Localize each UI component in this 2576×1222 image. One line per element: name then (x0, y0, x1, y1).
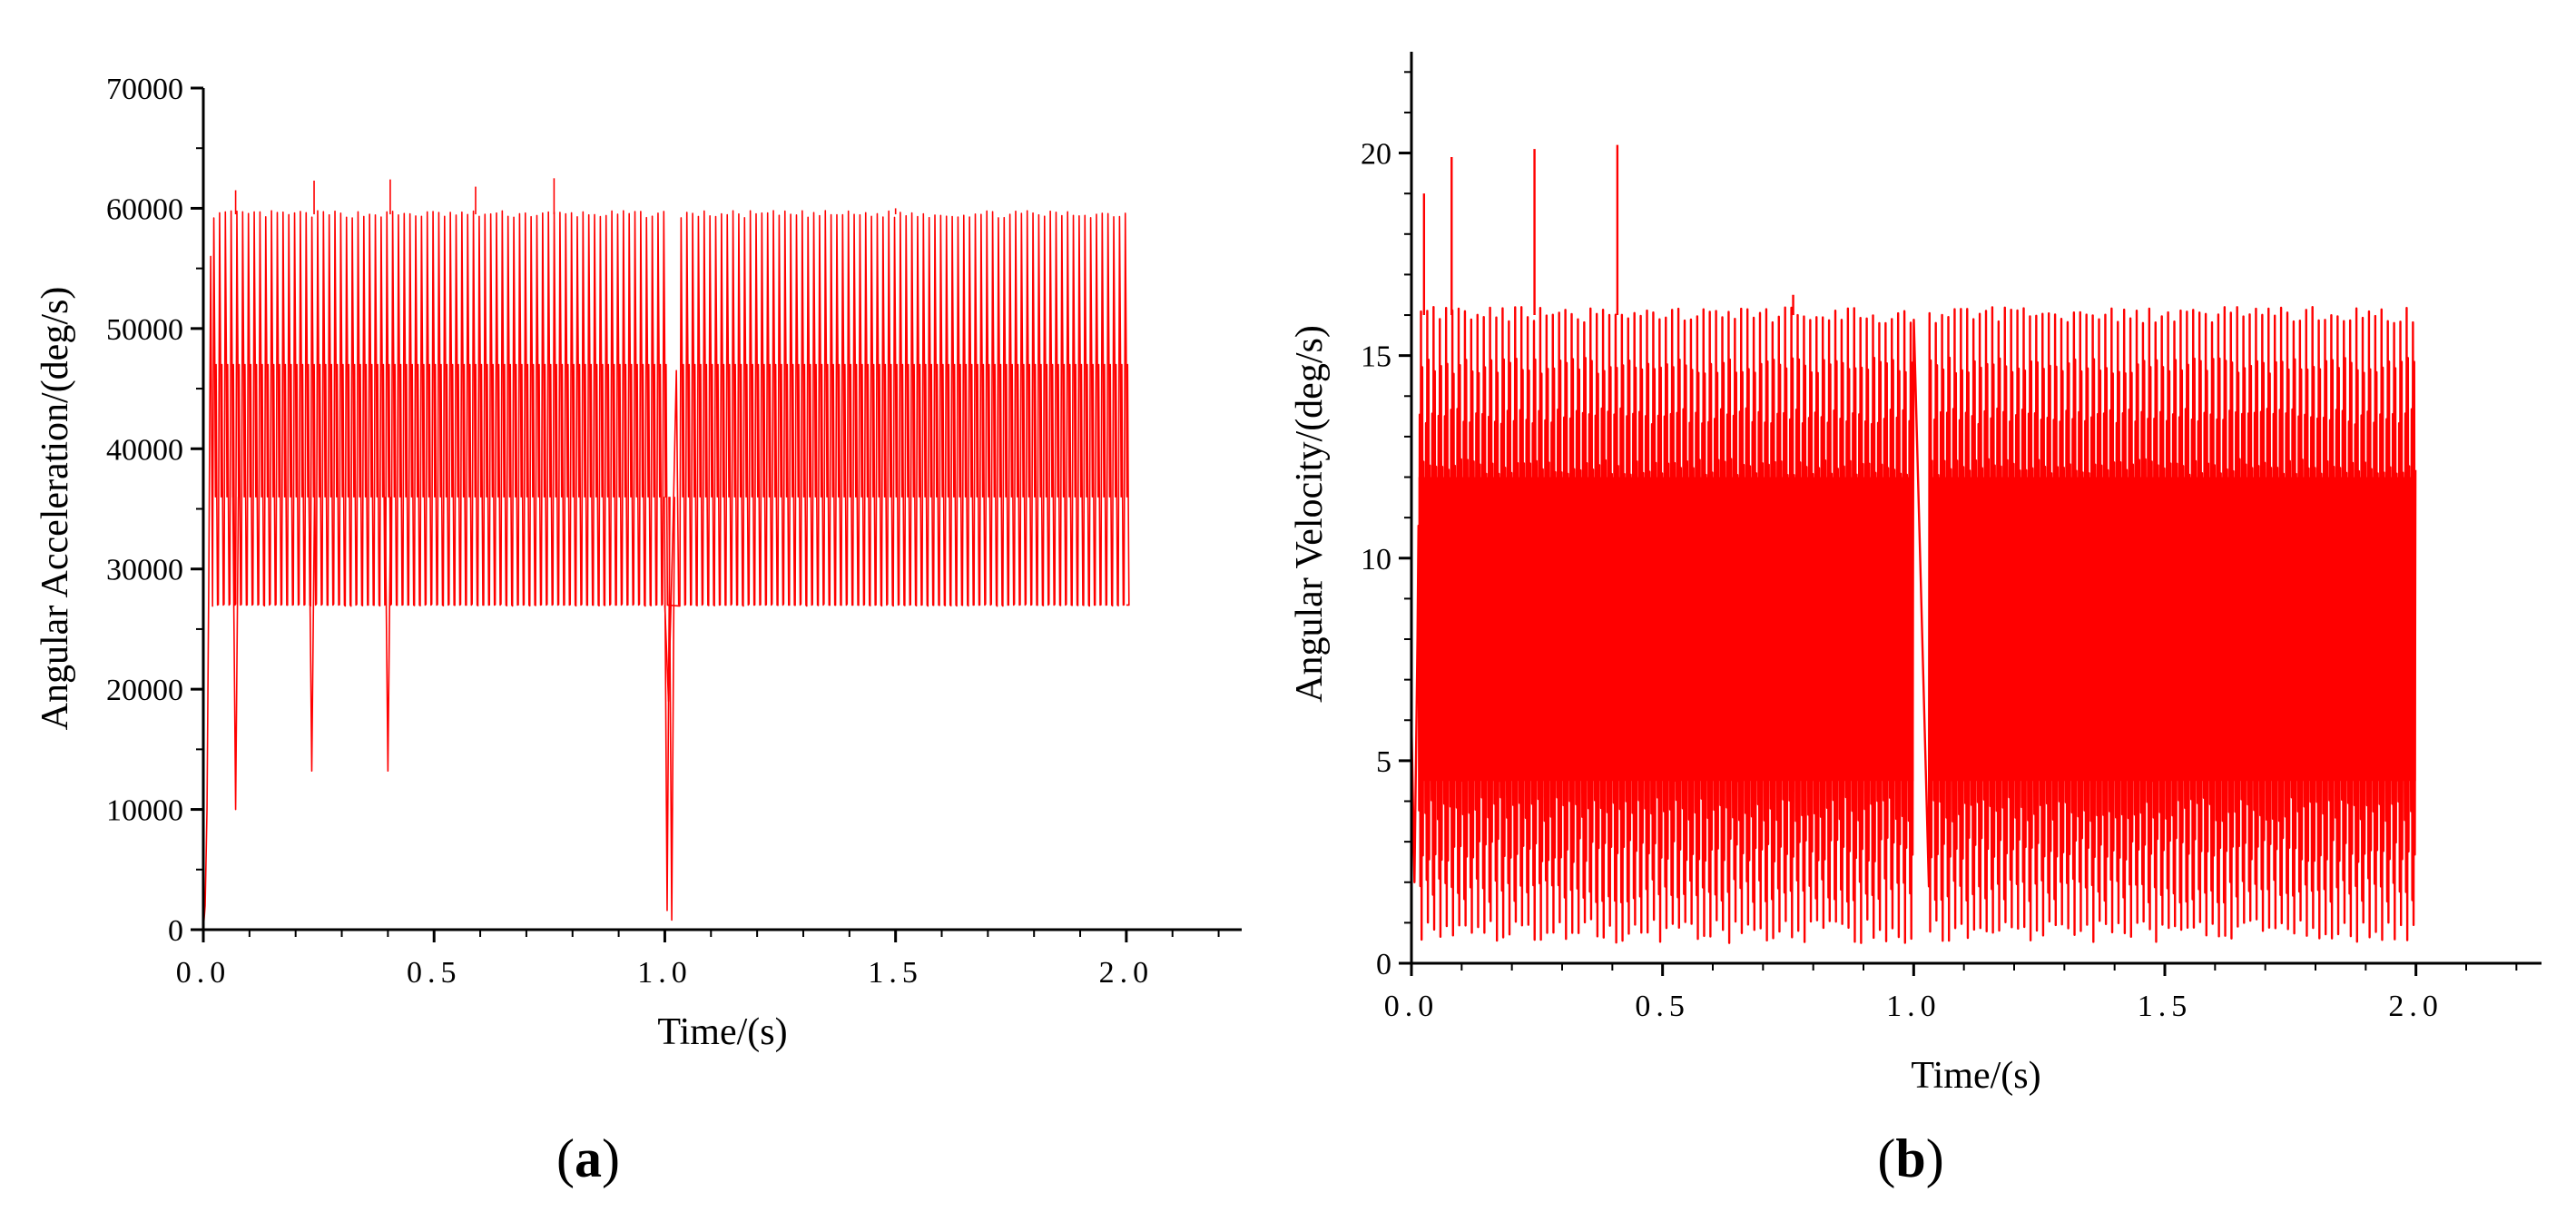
series-angular-acceleration (202, 178, 1130, 931)
x-tick-label: 1.0 (1886, 990, 1942, 1023)
x-tick-label: 0.0 (1384, 990, 1440, 1023)
y-tick-label: 40000 (106, 433, 183, 467)
chart-angular-velocity: 0 5 10 15 20 0.0 0.5 1.0 1.5 2.0 Angular Velocit… (1289, 52, 2542, 1188)
y-tick-label: 60000 (106, 192, 183, 226)
svg-text:(b): (b) (1877, 1128, 1943, 1188)
chart-angular-acceleration: 0 10000 20000 30000 40000 50000 60000 70000 0.0… (34, 73, 1242, 1188)
x-axis-title: Time/(s) (657, 1011, 787, 1053)
x-axis-title: Time/(s) (1911, 1055, 2040, 1097)
panel-label-text: b (1895, 1128, 1925, 1188)
y-ticks: 0 10000 20000 30000 40000 50000 60000 70000 (106, 73, 203, 948)
series-dip (231, 497, 240, 811)
y-tick-label: 5 (1376, 745, 1391, 779)
panel-label-b: (b) (1877, 1128, 1943, 1188)
y-tick-label: 70000 (106, 73, 183, 106)
svg-text:(a): (a) (556, 1128, 620, 1188)
y-tick-label: 0 (168, 914, 183, 948)
series-dip (384, 497, 392, 772)
y-tick-label: 10000 (106, 794, 183, 828)
panel-label-a: (a) (556, 1128, 620, 1188)
x-tick-label: 2.0 (1099, 956, 1155, 990)
series-band (1418, 477, 1914, 782)
y-tick-label: 10 (1361, 543, 1391, 577)
y-tick-label: 15 (1361, 340, 1391, 374)
series-gap-ramp (664, 370, 680, 703)
x-tick-label: 1.5 (868, 956, 923, 990)
y-axis-title: Angular Acceleration/(deg/s) (34, 287, 76, 731)
y-tick-label: 20 (1361, 138, 1391, 172)
x-tick-label: 0.0 (176, 956, 231, 990)
x-tick-label: 1.0 (637, 956, 693, 990)
x-tick-label: 0.5 (407, 956, 462, 990)
y-tick-label: 30000 (106, 554, 183, 587)
y-tick-label: 0 (1376, 948, 1391, 981)
y-tick-label: 50000 (106, 313, 183, 347)
series-line (202, 210, 1130, 931)
series-angular-velocity (1410, 144, 2417, 944)
x-ticks: 0.0 0.5 1.0 1.5 2.0 (176, 930, 1220, 990)
x-ticks: 0.0 0.5 1.0 1.5 2.0 (1384, 963, 2518, 1023)
x-tick-label: 2.0 (2388, 990, 2443, 1023)
series-band (1928, 477, 2416, 782)
y-ticks: 0 5 10 15 20 (1361, 71, 1411, 981)
x-tick-label: 0.5 (1635, 990, 1690, 1023)
y-tick-label: 20000 (106, 674, 183, 707)
x-tick-label: 1.5 (2138, 990, 2193, 1023)
panel-label-text: a (575, 1128, 602, 1188)
series-dip (308, 497, 316, 772)
y-axis-title: Angular Velocity/(deg/s) (1289, 325, 1331, 703)
